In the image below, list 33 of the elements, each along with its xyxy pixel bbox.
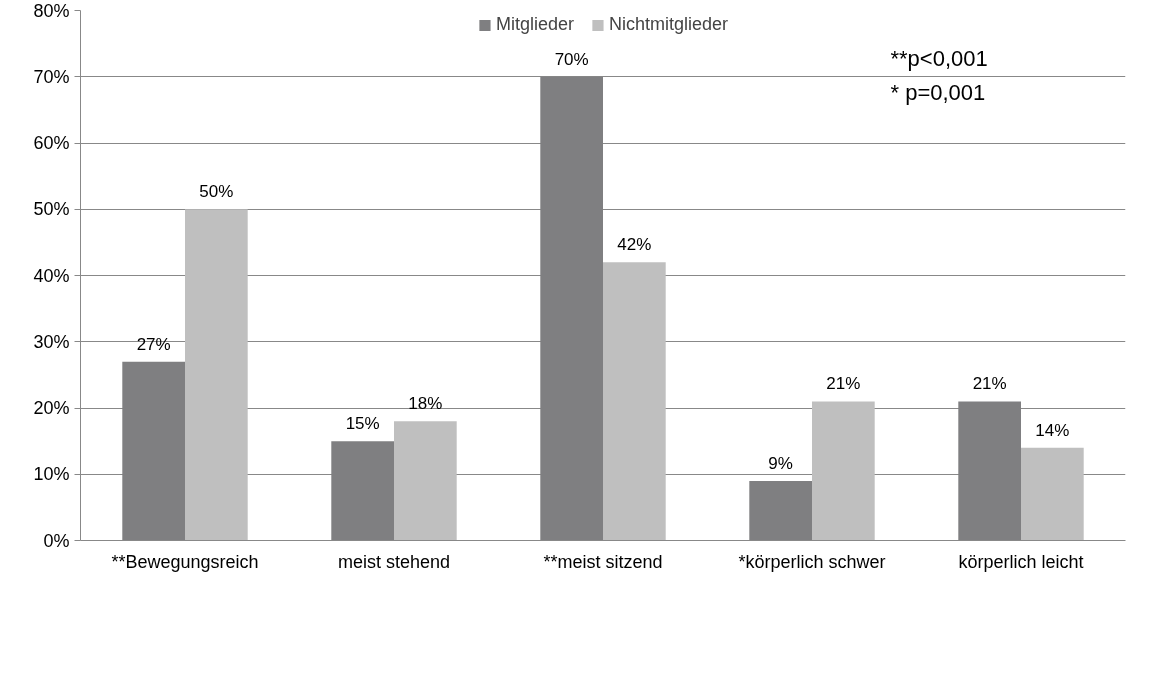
bar [812, 401, 875, 541]
x-tick-label: *körperlich schwer [738, 551, 886, 572]
legend-label: Nichtmitglieder [608, 14, 729, 35]
y-tick-label: 70% [33, 66, 70, 87]
y-tick-label: 80% [33, 0, 70, 21]
annotation: * p=0,001 [890, 79, 986, 105]
annotation: **p<0,001 [890, 45, 988, 71]
x-tick-label: körperlich leicht [958, 551, 1084, 572]
data-label: 15% [345, 414, 380, 434]
y-tick-label: 40% [33, 265, 70, 286]
bar [185, 209, 248, 541]
data-label: 21% [826, 374, 861, 394]
bar [394, 421, 457, 541]
data-label: 14% [1035, 420, 1070, 440]
data-label: 18% [408, 394, 443, 414]
y-tick-label: 10% [33, 464, 70, 485]
y-tick-label: 30% [33, 331, 70, 352]
bar [603, 262, 666, 541]
y-tick-label: 0% [43, 530, 70, 551]
data-label: 70% [554, 49, 589, 69]
data-label: 21% [972, 374, 1007, 394]
y-tick-label: 20% [33, 398, 70, 418]
x-tick-label: meist stehend [337, 551, 451, 572]
x-tick-label: **meist sitzend [543, 551, 663, 572]
x-tick-label: **Bewegungsreich [111, 551, 259, 572]
data-label: 50% [199, 182, 234, 202]
y-tick-label: 50% [33, 199, 70, 220]
legend-label: Mitglieder [495, 14, 574, 35]
bar [1021, 447, 1084, 541]
data-label: 42% [617, 235, 652, 255]
data-label: 9% [768, 453, 793, 473]
y-tick-label: 60% [33, 133, 70, 153]
data-label: 27% [136, 334, 171, 354]
